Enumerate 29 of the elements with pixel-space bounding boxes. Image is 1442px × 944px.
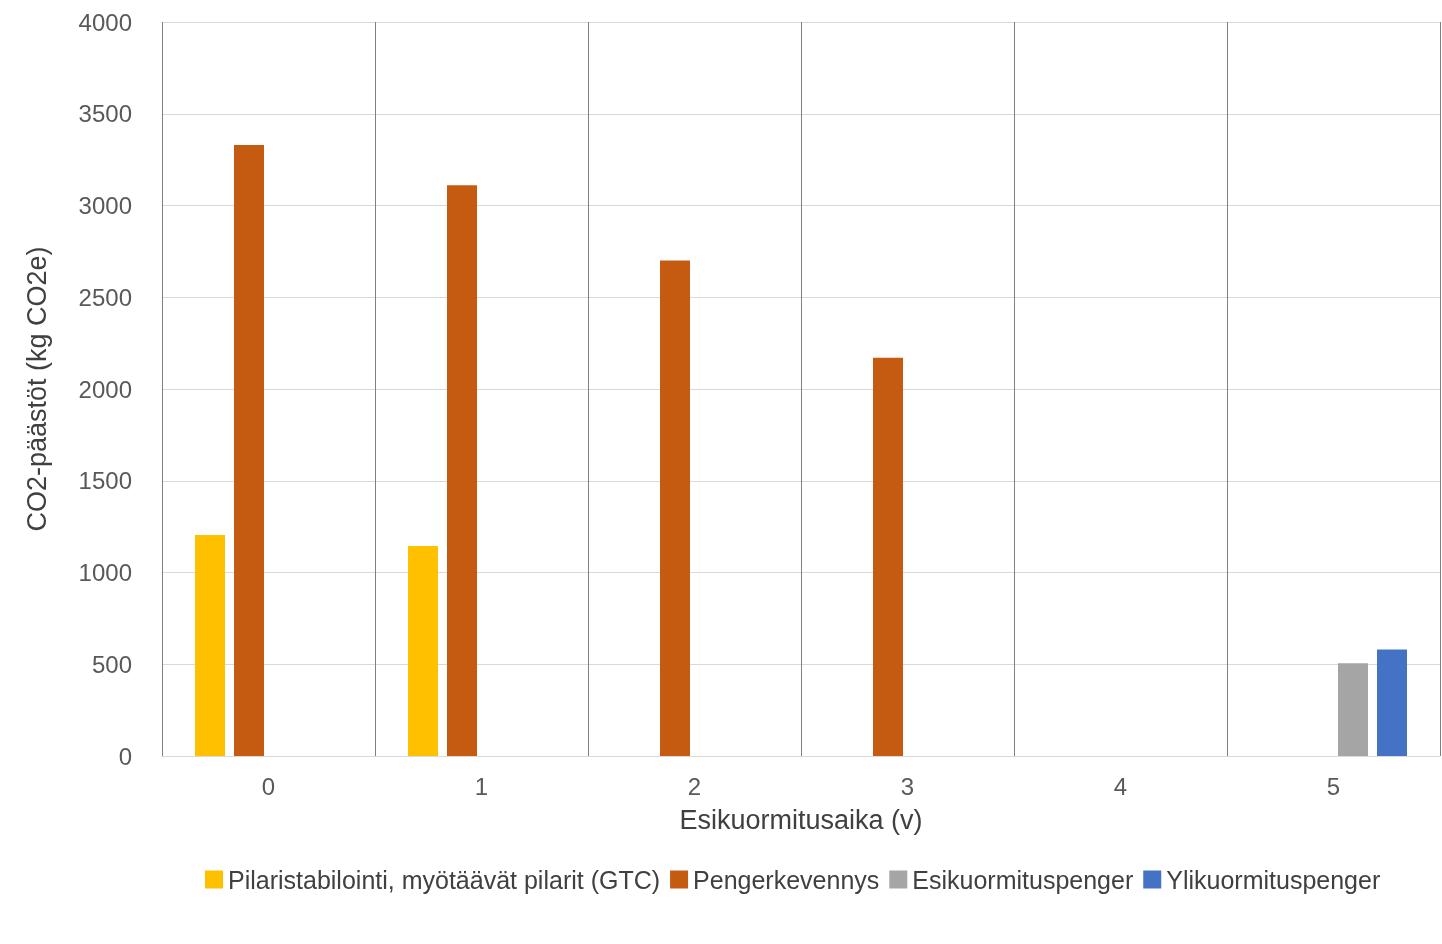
legend-label: Pengerkevennys <box>693 865 880 894</box>
legend-label: Esikuormituspenger <box>912 865 1134 894</box>
y-tick-label: 3500 <box>78 100 132 128</box>
bar <box>1377 649 1407 756</box>
bar <box>195 534 225 756</box>
x-tick-label: 3 <box>900 772 915 800</box>
y-tick-label: 500 <box>91 650 132 678</box>
bar <box>234 144 264 756</box>
legend-label: Ylikuormituspenger <box>1166 865 1381 894</box>
y-tick-label: 2000 <box>78 375 132 403</box>
x-tick-label: 5 <box>1326 772 1341 800</box>
x-tick-label: 2 <box>687 772 702 800</box>
bar <box>660 260 690 756</box>
bar <box>408 545 438 756</box>
y-tick-label: 0 <box>118 742 132 770</box>
bar <box>1338 663 1368 756</box>
y-axis-title: CO2-päästöt (kg CO2e) <box>21 246 52 532</box>
x-tick-label: 0 <box>261 772 276 800</box>
y-tick-label: 2500 <box>78 283 132 311</box>
bar <box>873 357 903 756</box>
x-tick-label: 1 <box>474 772 489 800</box>
legend-label: Pilaristabilointi, myötäävät pilarit (GTC) <box>228 865 661 894</box>
x-axis-title: Esikuormitusaika (v) <box>679 804 923 835</box>
bar <box>447 185 477 756</box>
y-tick-label: 1500 <box>78 467 132 495</box>
y-tick-label: 4000 <box>78 8 132 36</box>
x-tick-label: 4 <box>1113 772 1128 800</box>
y-tick-label: 1000 <box>78 559 132 586</box>
y-tick-label: 3000 <box>78 192 132 219</box>
